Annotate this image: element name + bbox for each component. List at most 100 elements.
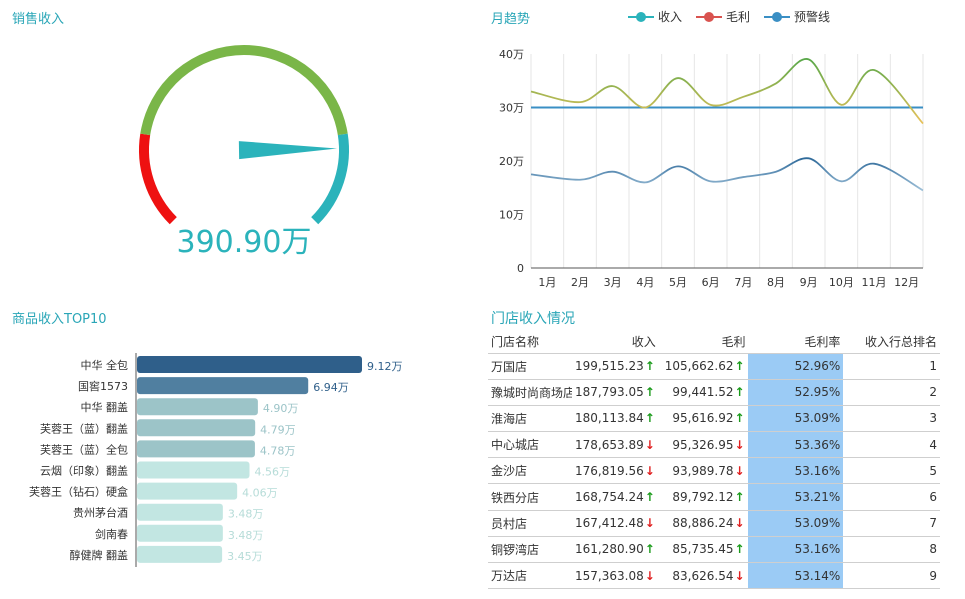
cell-rank: 7 — [843, 510, 940, 537]
x-tick-label: 6月 — [702, 276, 720, 289]
arrow-up-icon: ↑ — [644, 359, 655, 374]
bar[interactable] — [137, 377, 309, 395]
series-line-margin — [530, 157, 924, 192]
bar-category-label: 芙蓉王（钻石）硬盒 — [29, 485, 128, 499]
table-row[interactable]: 淮海店 180,113.84↑ 95,616.92↑ 53.09% 3 — [488, 405, 940, 433]
bar-value-label: 4.78万 — [260, 444, 296, 457]
arrow-up-icon: ↑ — [734, 490, 745, 505]
arrow-up-icon: ↑ — [734, 411, 745, 426]
arrow-down-icon: ↓ — [644, 463, 655, 478]
cell-gross-profit-value: 95,616.92 — [672, 411, 734, 426]
col-header-margin-rate[interactable]: 毛利率 — [748, 330, 844, 354]
bar-category-label: 芙蓉王（蓝）全包 — [40, 442, 128, 456]
bar[interactable] — [137, 419, 256, 437]
bar-category-label: 贵州茅台酒 — [73, 506, 128, 520]
cell-revenue: 157,363.08↓ — [572, 562, 659, 590]
cell-gross-profit: 85,735.45↑ — [658, 536, 749, 564]
cell-gross-profit: 105,662.62↑ — [658, 353, 749, 380]
cell-gross-profit-value: 88,886.24 — [672, 516, 734, 531]
table-row[interactable]: 中心城店 178,653.89↓ 95,326.95↓ 53.36% 4 — [488, 431, 940, 459]
cell-revenue: 161,280.90↑ — [572, 536, 659, 564]
arrow-up-icon: ↑ — [644, 411, 655, 426]
arrow-up-icon: ↑ — [644, 490, 655, 505]
cell-rank-value: 3 — [929, 411, 937, 426]
line-chart: 0 10万 20万 30万 40万 1月 2月 3月 4月 5月 6月 7月 8月 9月 10月 11月 12月 — [499, 48, 924, 289]
bar-value-label: 6.94万 — [313, 381, 349, 394]
gauge-chart: 390.90万 — [139, 45, 349, 260]
cell-margin-rate-value: 53.16% — [794, 542, 841, 557]
arrow-down-icon: ↓ — [734, 516, 745, 531]
bar-category-label: 云烟（印象）翻盖 — [40, 464, 128, 478]
bar-value-label: 9.12万 — [367, 360, 403, 373]
gauge-band-mid — [140, 45, 348, 136]
bar-value-label: 4.79万 — [260, 423, 296, 436]
cell-store-name-value: 万达店 — [491, 569, 528, 584]
cell-gross-profit-value: 85,735.45 — [672, 542, 734, 557]
gauge-pointer — [238, 141, 337, 160]
bar-category-label: 醇健牌 翻盖 — [70, 548, 129, 562]
cell-margin-rate: 53.09% — [748, 405, 844, 433]
legend-marker-margin — [696, 11, 723, 22]
cell-rank: 8 — [843, 536, 940, 564]
cell-store-name: 万达店 — [488, 562, 572, 590]
bar[interactable] — [137, 440, 255, 458]
table-row[interactable]: 豫城时尚商场店 187,793.05↑ 99,441.52↑ 52.95% 2 — [488, 379, 940, 406]
legend-item-revenue[interactable]: 收入 — [628, 8, 682, 25]
cell-store-name-value: 中心城店 — [491, 438, 540, 453]
cell-margin-rate-value: 52.96% — [794, 359, 841, 374]
y-tick-label: 0 — [517, 262, 524, 275]
col-header-store-name[interactable]: 门店名称 — [488, 330, 572, 354]
cell-store-name: 员村店 — [488, 510, 572, 537]
cell-revenue: 199,515.23↑ — [572, 353, 659, 380]
legend-item-warning[interactable]: 预警线 — [764, 8, 830, 25]
table-row[interactable]: 万国店 199,515.23↑ 105,662.62↑ 52.96% 1 — [488, 353, 940, 380]
bar[interactable] — [137, 461, 250, 479]
col-header-rank[interactable]: 收入行总排名 — [843, 330, 940, 354]
bar-value-label: 3.48万 — [228, 529, 264, 542]
bar[interactable] — [137, 482, 238, 500]
gauge-band-high — [311, 133, 349, 225]
gauge-band-low — [139, 133, 177, 225]
table-row[interactable]: 员村店 167,412.48↓ 88,886.24↓ 53.09% 7 — [488, 510, 940, 537]
cell-store-name-value: 金沙店 — [491, 464, 528, 479]
cell-rank-value: 2 — [929, 385, 937, 400]
cell-margin-rate-value: 52.95% — [794, 385, 841, 400]
cell-rank: 9 — [843, 562, 940, 590]
cell-gross-profit-value: 93,989.78 — [672, 463, 734, 478]
cell-rank-value: 5 — [929, 463, 937, 478]
col-header-revenue[interactable]: 收入 — [572, 330, 659, 354]
cell-store-name-value: 豫城时尚商场店 — [491, 385, 572, 400]
legend-item-margin[interactable]: 毛利 — [696, 8, 750, 25]
bar-category-label: 中华 全包 — [81, 358, 129, 372]
cell-store-name: 铜锣湾店 — [488, 536, 572, 564]
sales-revenue-panel: 销售收入 390.90万 — [0, 0, 480, 300]
cell-gross-profit-value: 99,441.52 — [672, 385, 734, 400]
line-legend: 收入 毛利 预警线 — [628, 8, 830, 25]
bar[interactable] — [137, 356, 362, 373]
legend-marker-warning — [764, 11, 791, 22]
table-row[interactable]: 铜锣湾店 161,280.90↑ 85,735.45↑ 53.16% 8 — [488, 536, 940, 564]
table-row[interactable]: 金沙店 176,819.56↓ 93,989.78↓ 53.16% 5 — [488, 457, 940, 485]
bar[interactable] — [137, 398, 258, 416]
y-tick-label: 20万 — [499, 155, 524, 168]
x-tick-label: 12月 — [894, 276, 919, 289]
bar[interactable] — [137, 545, 223, 563]
cell-gross-profit: 95,326.95↓ — [658, 431, 749, 459]
cell-margin-rate-value: 53.16% — [794, 463, 841, 478]
cell-margin-rate-value: 53.36% — [794, 437, 841, 452]
cell-gross-profit: 89,792.12↑ — [658, 483, 749, 511]
bar[interactable] — [137, 503, 223, 521]
bar-value-label: 4.06万 — [242, 487, 278, 500]
table-row[interactable]: 铁西分店 168,754.24↑ 89,792.12↑ 53.21% 6 — [488, 483, 940, 511]
cell-store-name-value: 员村店 — [491, 516, 528, 531]
cell-store-name-value: 万国店 — [491, 359, 528, 374]
cell-margin-rate: 53.21% — [748, 483, 844, 511]
col-header-gross-profit[interactable]: 毛利 — [658, 330, 749, 354]
bar[interactable] — [137, 524, 223, 542]
legend-label-warning: 预警线 — [794, 10, 831, 24]
cell-store-name: 铁西分店 — [488, 483, 572, 511]
x-tick-label: 1月 — [538, 276, 556, 289]
table-row[interactable]: 万达店 157,363.08↓ 83,626.54↓ 53.14% 9 — [488, 562, 940, 590]
cell-rank-value: 1 — [929, 359, 937, 374]
cell-margin-rate-value: 53.09% — [794, 411, 841, 426]
